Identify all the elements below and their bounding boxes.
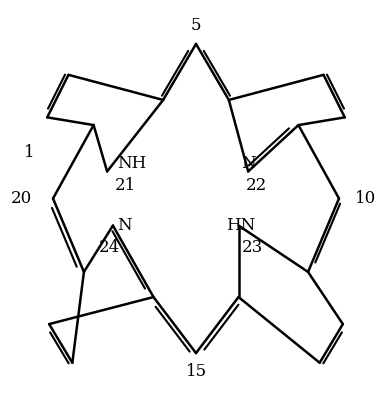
Text: 22: 22 bbox=[245, 177, 267, 194]
Text: 24: 24 bbox=[99, 239, 120, 256]
Text: N: N bbox=[241, 155, 256, 172]
Text: HN: HN bbox=[226, 217, 256, 234]
Text: 5: 5 bbox=[191, 17, 201, 34]
Text: 1: 1 bbox=[24, 144, 34, 161]
Text: 23: 23 bbox=[241, 239, 263, 256]
Text: 15: 15 bbox=[185, 363, 207, 380]
Text: 20: 20 bbox=[11, 190, 32, 207]
Text: 21: 21 bbox=[115, 177, 136, 194]
Text: NH: NH bbox=[117, 155, 146, 172]
Text: 10: 10 bbox=[356, 190, 377, 207]
Text: N: N bbox=[117, 217, 131, 234]
